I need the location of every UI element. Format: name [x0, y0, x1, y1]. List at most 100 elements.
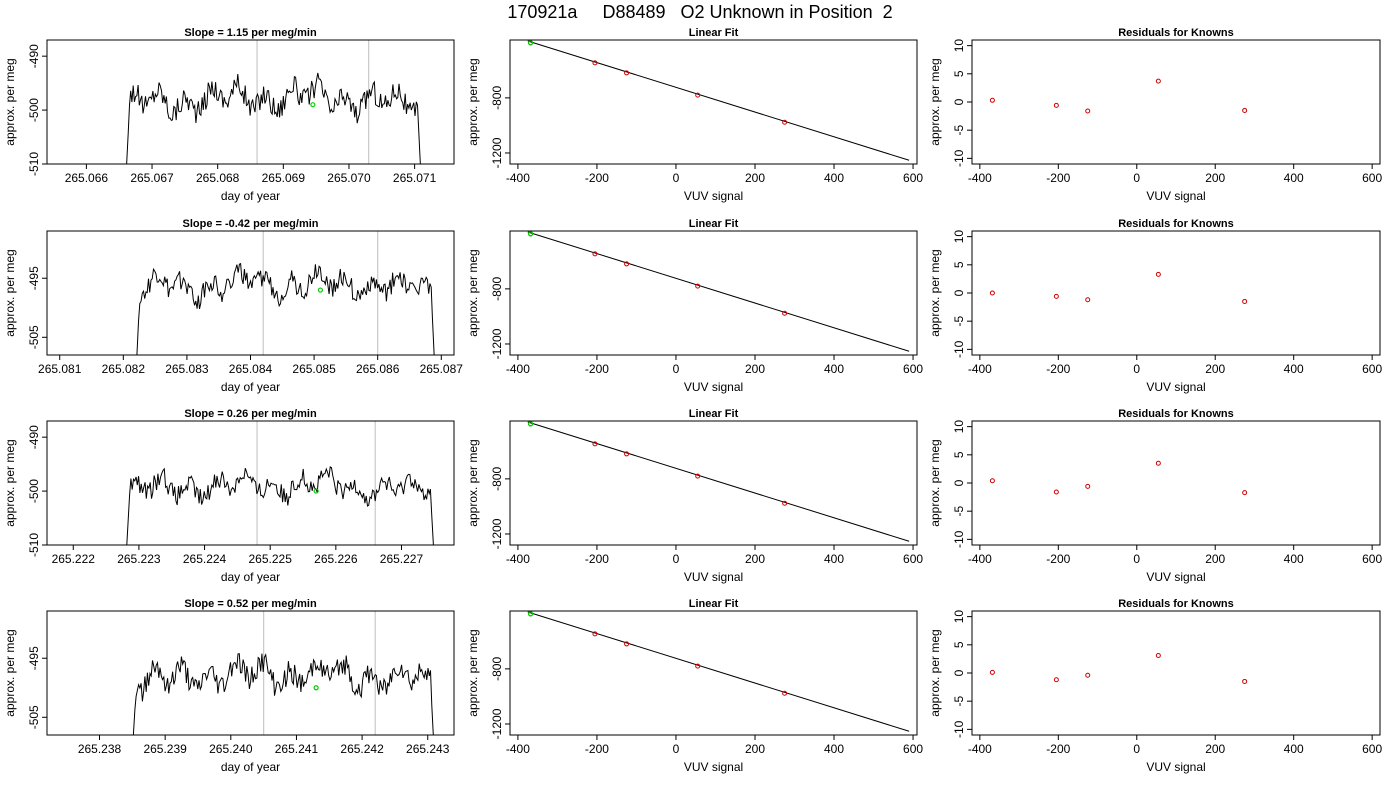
x-tick-label: 400 [824, 742, 844, 756]
y-tick-label: -495 [27, 266, 41, 290]
panel-title: Slope = 0.26 per meg/min [184, 408, 317, 420]
x-tick-label: -400 [506, 742, 530, 756]
x-tick-label: 265.066 [65, 171, 109, 185]
y-tick-label: -800 [490, 467, 504, 491]
x-tick-label: 265.083 [165, 362, 209, 376]
known-point [624, 451, 630, 457]
x-axis-label: VUV signal [684, 760, 743, 774]
x-axis-label: day of year [221, 760, 280, 774]
data-trace [136, 262, 435, 355]
residual-point [1242, 107, 1248, 113]
unknown-point [313, 488, 319, 494]
x-tick-label: 265.081 [38, 362, 82, 376]
plot-frame [509, 39, 918, 165]
y-axis-label: approx. per meg [3, 629, 17, 716]
x-tick-label: 265.067 [130, 171, 174, 185]
known-point [695, 473, 701, 479]
panel-title: Slope = 1.15 per meg/min [184, 27, 317, 39]
x-tick-label: 200 [1205, 552, 1225, 566]
data-trace [126, 72, 421, 164]
x-axis-label: VUV signal [1146, 570, 1205, 584]
x-tick-label: -400 [506, 171, 530, 185]
plot-frame [46, 420, 455, 546]
x-tick-label: 0 [673, 362, 680, 376]
plot-frame [509, 230, 918, 356]
x-tick-label: 265.227 [380, 552, 424, 566]
residual-point [1053, 677, 1059, 683]
plot-area [132, 611, 434, 735]
x-axis-label: day of year [221, 380, 280, 394]
known-point [624, 70, 630, 76]
x-tick-label: -400 [968, 552, 992, 566]
x-tick-label: 265.240 [209, 742, 253, 756]
x-tick-label: 600 [1362, 171, 1382, 185]
y-tick-label: -500 [27, 479, 41, 503]
x-tick-label: -400 [968, 171, 992, 185]
unknown-point [310, 102, 316, 108]
panel-residuals-row-1: Residuals for Knowns VUV signal approx. pe… [928, 27, 1382, 203]
x-tick-label: 200 [745, 362, 765, 376]
x-tick-label: -200 [585, 552, 609, 566]
y-tick-label: 10 [952, 610, 966, 624]
fit-line [527, 40, 910, 161]
x-tick-label: -400 [968, 742, 992, 756]
x-tick-label: 200 [745, 171, 765, 185]
y-axis-label: approx. per meg [466, 629, 480, 716]
y-tick-label: -490 [27, 425, 41, 449]
x-tick-label: 200 [1205, 362, 1225, 376]
residual-point [1242, 298, 1248, 304]
x-tick-label: 200 [1205, 742, 1225, 756]
plot-area [989, 271, 1248, 304]
x-tick-label: -200 [585, 362, 609, 376]
x-tick-label: 265.087 [420, 362, 464, 376]
y-tick-label: -1200 [490, 137, 504, 168]
known-point [782, 310, 788, 316]
x-tick-label: 0 [1133, 552, 1140, 566]
x-tick-label: 400 [1284, 362, 1304, 376]
known-point [782, 500, 788, 506]
y-axis-label: approx. per meg [466, 439, 480, 526]
y-tick-label: -10 [952, 530, 966, 548]
x-tick-label: -200 [1046, 552, 1070, 566]
known-point [624, 641, 630, 647]
plot-area [126, 421, 434, 545]
x-tick-label: 600 [903, 742, 923, 756]
panel-title: Linear Fit [689, 218, 739, 230]
y-tick-label: -510 [27, 533, 41, 557]
x-axis-label: VUV signal [1146, 380, 1205, 394]
x-tick-label: 265.082 [102, 362, 146, 376]
x-axis-label: VUV signal [1146, 189, 1205, 203]
known-point [695, 663, 701, 669]
x-tick-label: -200 [585, 742, 609, 756]
x-tick-label: 400 [824, 362, 844, 376]
panel-time-series-row-3: Slope = 0.26 per meg/min day of year appro… [3, 408, 455, 584]
x-tick-label: -200 [1046, 171, 1070, 185]
residual-point [1155, 78, 1161, 84]
x-tick-label: -400 [506, 552, 530, 566]
residual-point [1053, 489, 1059, 495]
y-tick-label: -505 [27, 705, 41, 729]
y-tick-label: 0 [952, 289, 966, 296]
x-tick-label: 400 [1284, 552, 1304, 566]
known-point [592, 251, 598, 257]
plot-area [126, 40, 421, 164]
y-tick-label: -505 [27, 325, 41, 349]
x-tick-label: 265.222 [52, 552, 96, 566]
y-tick-label: 10 [952, 230, 966, 244]
panel-time-series-row-1: Slope = 1.15 per meg/min day of year appro… [3, 27, 455, 203]
x-tick-label: 265.086 [356, 362, 400, 376]
x-tick-label: -400 [506, 362, 530, 376]
x-tick-label: 600 [903, 552, 923, 566]
y-tick-label: 10 [952, 420, 966, 434]
y-tick-label: 5 [952, 641, 966, 648]
residual-point [1155, 460, 1161, 466]
y-tick-label: -1200 [490, 518, 504, 549]
x-tick-label: 200 [745, 552, 765, 566]
x-tick-label: 265.239 [143, 742, 187, 756]
x-tick-label: 265.242 [340, 742, 384, 756]
y-axis-label: approx. per meg [928, 629, 942, 716]
panel-title: Residuals for Knowns [1118, 27, 1234, 39]
known-point [624, 261, 630, 267]
y-axis-label: approx. per meg [466, 249, 480, 336]
